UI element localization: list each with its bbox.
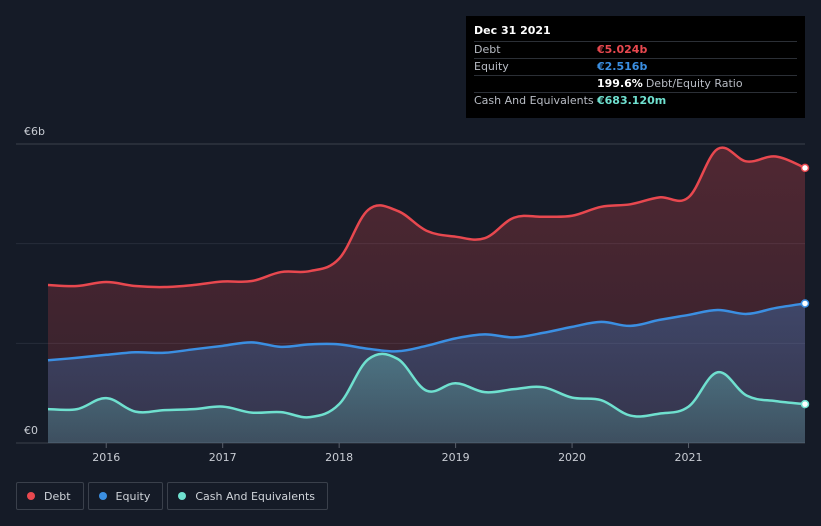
tooltip-date: Dec 31 2021 bbox=[474, 24, 551, 37]
line-cash-and-equivalents bbox=[47, 352, 806, 419]
legend-item-debt[interactable]: Debt bbox=[16, 482, 84, 510]
tooltip-label-equity: Equity bbox=[474, 60, 509, 73]
line-equity bbox=[47, 302, 806, 362]
legend-dot-cash bbox=[178, 492, 187, 500]
area-cash-and-equivalents bbox=[48, 353, 805, 443]
tooltip-value-debt: €5.024b bbox=[597, 43, 648, 56]
tooltip-ratio-caption: Debt/Equity Ratio bbox=[645, 77, 743, 90]
tooltip-row-debt: Debt €5.024b bbox=[474, 41, 797, 58]
legend-label-cash: Cash And Equivalents bbox=[195, 489, 315, 503]
x-tick-label: 2020 bbox=[558, 451, 586, 464]
x-tick-label: 2019 bbox=[442, 451, 470, 464]
legend: Debt Equity Cash And Equivalents bbox=[16, 482, 332, 510]
end-marker-debt bbox=[800, 163, 810, 173]
end-marker-equity bbox=[800, 299, 810, 308]
x-axis: 2016 2017 2018 2019 2020 2021 bbox=[92, 443, 703, 464]
line-debt bbox=[47, 146, 806, 289]
legend-dot-debt bbox=[27, 492, 35, 500]
tooltip-row-ratio: 199.6% Debt/Equity Ratio bbox=[474, 75, 797, 92]
tooltip-row-equity: Equity €2.516b bbox=[474, 58, 797, 75]
end-marker-cash-and-equivalents bbox=[800, 399, 810, 409]
legend-label-debt: Debt bbox=[44, 489, 71, 503]
tooltip-panel: Dec 31 2021 Debt €5.024b Equity €2.516b … bbox=[466, 16, 805, 118]
legend-item-cash[interactable]: Cash And Equivalents bbox=[167, 482, 328, 510]
tooltip-label-ratio bbox=[474, 76, 597, 92]
series-end-markers bbox=[800, 163, 810, 409]
tooltip-value-cash: €683.120m bbox=[597, 94, 667, 107]
x-tick-label: 2021 bbox=[675, 451, 703, 464]
series-areas bbox=[48, 147, 805, 443]
series-lines bbox=[47, 146, 806, 419]
y-tick-label: €6b bbox=[24, 125, 45, 138]
y-tick-label: €0 bbox=[24, 424, 38, 437]
legend-label-equity: Equity bbox=[115, 489, 151, 503]
tooltip-row-cash: Cash And Equivalents €683.120m bbox=[474, 92, 797, 109]
tooltip-label-debt: Debt bbox=[474, 43, 501, 56]
tooltip-value-equity: €2.516b bbox=[597, 60, 648, 73]
legend-item-equity[interactable]: Equity bbox=[87, 482, 164, 510]
x-tick-label: 2017 bbox=[209, 451, 237, 464]
legend-dot-equity bbox=[98, 492, 107, 500]
x-tick-label: 2018 bbox=[325, 451, 353, 464]
y-axis: €6b €0 bbox=[24, 125, 45, 437]
tooltip-value-ratio: 199.6% bbox=[597, 77, 643, 90]
tooltip-label-cash: Cash And Equivalents bbox=[474, 94, 594, 107]
x-tick-label: 2016 bbox=[92, 451, 120, 464]
